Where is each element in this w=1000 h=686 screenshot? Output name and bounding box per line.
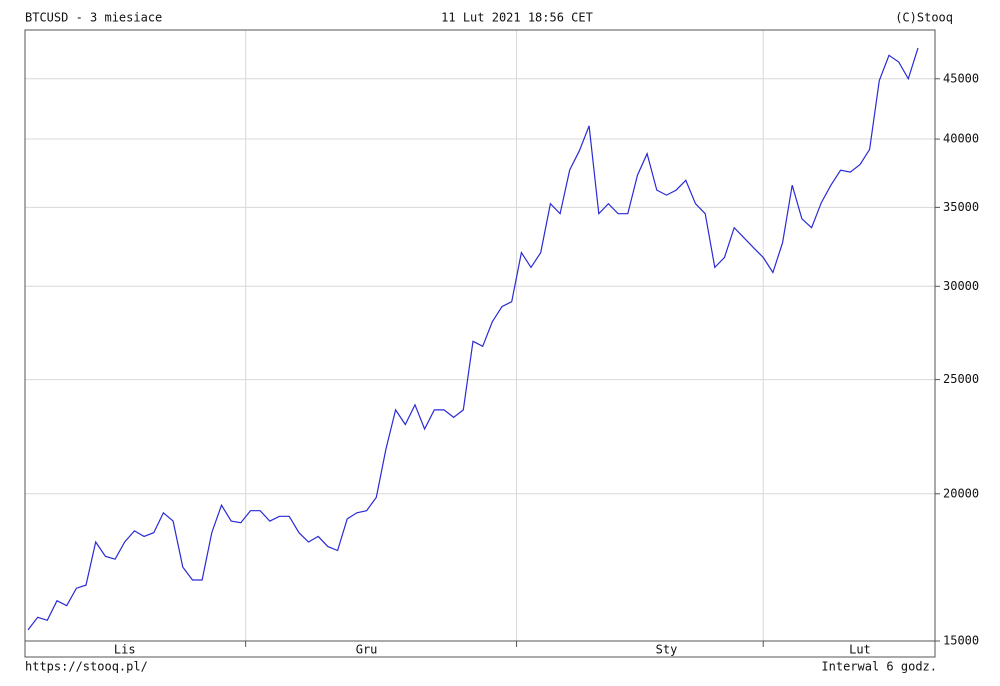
x-tick-label: Lut [849, 643, 871, 657]
y-tick-label: 25000 [943, 372, 979, 386]
x-tick-label: Lis [114, 643, 136, 657]
y-tick-label: 20000 [943, 486, 979, 500]
y-tick-label: 15000 [943, 634, 979, 648]
chart-subtitle: 11 Lut 2021 18:56 CET [441, 11, 593, 25]
chart-title: BTCUSD - 3 miesiace [25, 11, 162, 25]
x-tick-label: Gru [356, 643, 378, 657]
plot-frame [24, 29, 936, 642]
y-tick-label: 30000 [943, 279, 979, 293]
interval-note: Interwal 6 godz. [821, 660, 937, 674]
source-link[interactable]: https://stooq.pl/ [25, 660, 148, 674]
y-tick-label: 45000 [943, 71, 979, 85]
x-axis-strip [24, 640, 936, 658]
x-tick-label: Sty [656, 643, 678, 657]
price-line [27, 47, 919, 631]
credit: (C)Stooq [895, 11, 953, 25]
y-tick-label: 40000 [943, 132, 979, 146]
y-tick-label: 35000 [943, 200, 979, 214]
